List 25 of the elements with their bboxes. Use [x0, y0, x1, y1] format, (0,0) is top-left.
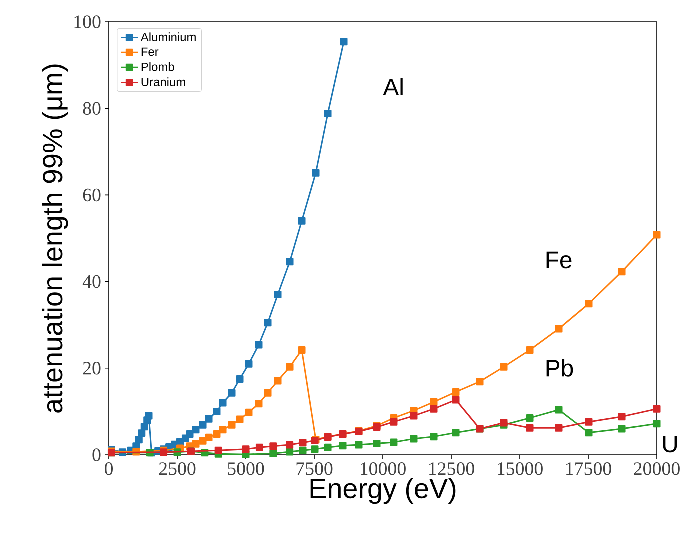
- x-tick-label: 20000: [634, 462, 680, 476]
- annotation: Fe: [546, 252, 572, 269]
- x-tick-label: 0: [104, 462, 113, 476]
- x-tick-label: 2500: [159, 462, 196, 476]
- legend-label: Plomb: [142, 62, 174, 72]
- y-tick-label: 20: [83, 362, 101, 375]
- legend-label: Fer: [142, 48, 159, 56]
- y-tick-label: 40: [82, 275, 101, 288]
- x-tick-label: 5000: [228, 462, 264, 476]
- y-tick-label: 60: [83, 188, 101, 202]
- x-tick-label: 17500: [566, 462, 612, 476]
- annotation: Pb: [546, 359, 574, 377]
- x-tick-label: 7500: [296, 462, 333, 476]
- y-tick-label: 80: [83, 102, 101, 115]
- annotation: Al: [383, 78, 403, 96]
- y-axis-title: attenuation length 99% (μm): [42, 64, 68, 413]
- legend-label: Aluminium: [140, 32, 196, 42]
- text: U: [663, 436, 678, 453]
- y-tick-label: 0: [92, 448, 101, 462]
- y-tick-label: 100: [74, 16, 101, 28]
- x-tick-label: 10000: [361, 462, 406, 476]
- x-tick-label: 15000: [498, 462, 543, 476]
- x-axis-title: Energy (eV): [310, 478, 456, 504]
- legend-label: Uranium: [142, 78, 186, 86]
- x-tick-label: 12500: [430, 462, 474, 476]
